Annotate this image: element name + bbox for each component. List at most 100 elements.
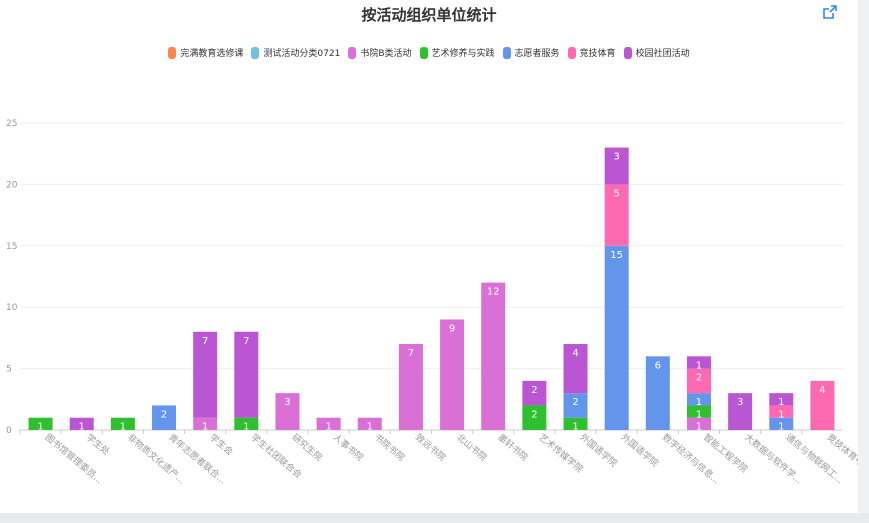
export-icon-glyph bbox=[823, 5, 837, 19]
bar-segment bbox=[686, 417, 711, 430]
data-label: 3 bbox=[613, 152, 619, 163]
x-tick-label: 墨轩书院 bbox=[495, 431, 530, 463]
data-label: 1 bbox=[778, 422, 784, 433]
bar-segment bbox=[563, 344, 588, 394]
legend-item[interactable]: 艺术修养与实践 bbox=[419, 46, 495, 59]
bar-segment bbox=[152, 405, 177, 430]
data-label: 7 bbox=[243, 336, 249, 347]
legend-swatch bbox=[623, 46, 632, 59]
bar-segment bbox=[522, 380, 547, 406]
bar-segment bbox=[728, 393, 753, 430]
data-label: 2 bbox=[572, 397, 578, 408]
data-label: 9 bbox=[449, 323, 455, 334]
x-tick-label: 外国语学院 bbox=[578, 431, 620, 469]
legend-item[interactable]: 完满教育选修课 bbox=[168, 46, 243, 59]
bar-segment bbox=[357, 417, 382, 430]
bar-segment bbox=[769, 393, 794, 406]
bar-segment bbox=[69, 417, 94, 430]
chart-legend: 完满教育选修课 测试活动分类0721 书院B类活动 艺术修养与实践 志愿者服务 竞技体育 校… bbox=[0, 46, 858, 59]
legend-swatch bbox=[419, 46, 428, 59]
bar-segment bbox=[686, 356, 711, 369]
legend-item[interactable]: 竞技体育 bbox=[567, 46, 616, 59]
x-tick-label: 人事书院 bbox=[331, 431, 366, 463]
legend-label: 志愿者服务 bbox=[514, 49, 560, 59]
data-label: 1 bbox=[696, 422, 702, 433]
page-bottom-strip bbox=[0, 513, 869, 523]
bar-segment bbox=[316, 417, 341, 430]
bar-segment bbox=[234, 417, 259, 430]
legend-label: 测试活动分类0721 bbox=[263, 49, 341, 59]
bar-segment bbox=[110, 417, 135, 430]
x-tick-label: 学生处 bbox=[84, 431, 112, 458]
data-label: 1 bbox=[367, 422, 373, 433]
data-label: 2 bbox=[531, 409, 537, 420]
data-label: 1 bbox=[79, 422, 85, 433]
data-label: 1 bbox=[778, 409, 784, 420]
data-label: 1 bbox=[325, 422, 331, 433]
data-label: 2 bbox=[531, 385, 537, 396]
data-label: 2 bbox=[161, 409, 167, 420]
x-tick-label: 艺术传媒学院 bbox=[536, 431, 585, 475]
bar-segment bbox=[769, 417, 794, 430]
bar-segment bbox=[440, 319, 465, 430]
y-tick-label: 15 bbox=[6, 242, 17, 252]
legend-swatch bbox=[251, 46, 260, 59]
x-tick-label: 学生会 bbox=[207, 431, 235, 458]
bar-segment bbox=[28, 417, 53, 430]
data-label: 1 bbox=[202, 422, 208, 433]
data-label: 1 bbox=[572, 422, 578, 433]
legend-item[interactable]: 校园社团活动 bbox=[623, 46, 690, 59]
chart-plot-area: 05101520251图书馆管理委员...1学生处1非物质文化遗产...2青年志… bbox=[6, 119, 858, 486]
data-label: 4 bbox=[572, 348, 578, 359]
bar-segment bbox=[234, 331, 259, 418]
legend-label: 校园社团活动 bbox=[635, 49, 690, 59]
legend-item[interactable]: 测试活动分类0721 bbox=[251, 46, 340, 59]
bar-segment bbox=[810, 380, 835, 430]
data-label: 7 bbox=[202, 336, 208, 347]
chart-title: 按活动组织单位统计 bbox=[361, 6, 497, 24]
y-tick-label: 25 bbox=[6, 119, 17, 129]
legend-swatch bbox=[348, 46, 357, 59]
data-label: 1 bbox=[696, 360, 702, 371]
legend-item[interactable]: 书院B类活动 bbox=[348, 46, 412, 59]
legend-swatch bbox=[567, 46, 576, 59]
y-tick-label: 20 bbox=[6, 180, 18, 190]
data-label: 12 bbox=[487, 287, 500, 298]
data-label: 1 bbox=[696, 397, 702, 408]
data-label: 3 bbox=[737, 397, 743, 408]
bar-segment bbox=[686, 368, 711, 394]
data-label: 5 bbox=[613, 188, 619, 199]
data-label: 1 bbox=[696, 409, 702, 420]
data-label: 6 bbox=[655, 360, 661, 371]
bar-segment bbox=[275, 393, 300, 430]
legend-label: 艺术修养与实践 bbox=[431, 49, 495, 59]
data-label: 1 bbox=[120, 422, 126, 433]
bar-segment bbox=[604, 147, 629, 185]
export-icon[interactable] bbox=[822, 4, 838, 20]
bar-segment bbox=[563, 417, 588, 430]
x-tick-label: 致远书院 bbox=[413, 431, 448, 463]
bar-segment bbox=[193, 331, 218, 418]
data-label: 15 bbox=[610, 250, 623, 261]
bar-segment bbox=[481, 282, 506, 430]
legend-item[interactable]: 志愿者服务 bbox=[502, 46, 560, 59]
bar-segment bbox=[563, 393, 588, 418]
legend-swatch bbox=[168, 46, 177, 59]
data-label: 7 bbox=[408, 348, 414, 359]
legend-label: 书院B类活动 bbox=[360, 49, 412, 59]
bar-segment bbox=[398, 344, 423, 430]
data-label: 3 bbox=[284, 397, 290, 408]
x-tick-label: 北山书院 bbox=[454, 431, 489, 463]
y-tick-label: 0 bbox=[6, 426, 12, 436]
bar-segment bbox=[769, 405, 794, 418]
bar-segment bbox=[522, 405, 547, 430]
legend-label: 完满教育选修课 bbox=[180, 49, 244, 59]
bar-segment bbox=[604, 184, 629, 246]
bar-segment bbox=[193, 417, 218, 430]
bar-segment bbox=[645, 356, 670, 430]
bar-segment bbox=[686, 393, 711, 406]
x-tick-label: 研究生院 bbox=[290, 431, 325, 463]
bar-segment bbox=[686, 405, 711, 418]
y-tick-label: 5 bbox=[6, 365, 12, 375]
x-tick-label: 书院书院 bbox=[372, 431, 407, 463]
